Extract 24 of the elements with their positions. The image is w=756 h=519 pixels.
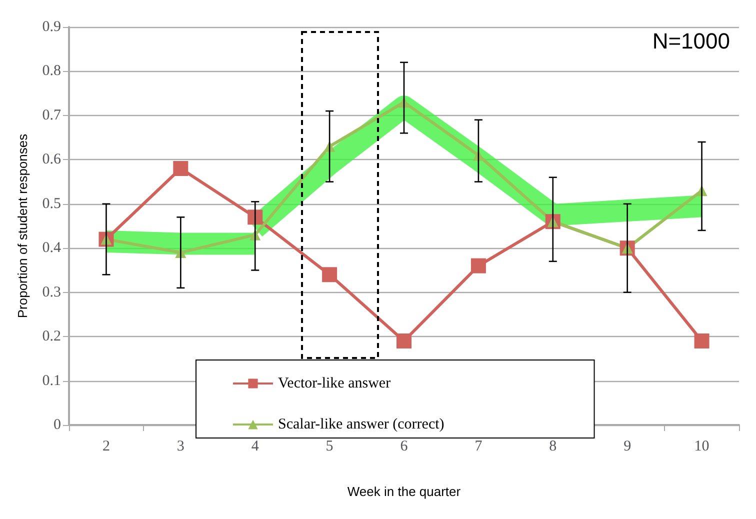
y-tick-label: 0.2	[42, 328, 61, 345]
x-tick-label: 8	[549, 438, 557, 454]
y-tick-label: 0.1	[42, 372, 61, 389]
y-tick-label: 0.3	[42, 284, 61, 300]
x-axis-title: Week in the quarter	[347, 484, 462, 499]
y-axis-title: Proportion of student responses	[15, 133, 30, 318]
y-tick-label: 0	[54, 417, 61, 433]
x-tick-label: 5	[326, 438, 334, 454]
y-tick-label: 0.7	[42, 107, 62, 124]
x-tick-label: 6	[400, 438, 408, 454]
y-tick-label: 0.5	[42, 196, 61, 212]
x-tick-label: 3	[176, 438, 184, 454]
y-tick-label: 0.6	[42, 152, 62, 168]
x-tick-label: 7	[474, 438, 483, 454]
y-tick-label: 0.8	[42, 63, 61, 80]
x-tick-label: 10	[694, 438, 710, 454]
y-tick-label: 0.4	[42, 240, 62, 256]
x-tick-label: 4	[251, 438, 260, 454]
y-tick-label: 0.9	[42, 19, 61, 35]
legend-label: Scalar-like answer (correct)	[278, 416, 444, 432]
x-tick-label: 2	[102, 438, 110, 454]
x-tick-label: 9	[624, 438, 632, 454]
annotation: N=1000	[652, 28, 730, 54]
legend-label: Vector-like answer	[278, 376, 391, 392]
